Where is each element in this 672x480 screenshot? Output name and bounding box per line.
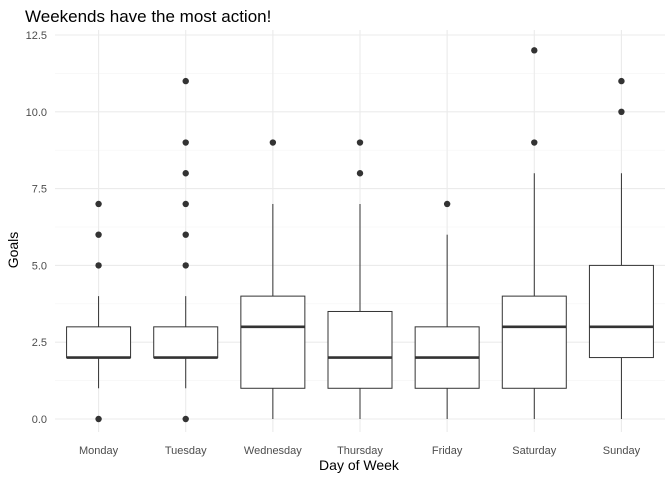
outlier-point <box>443 200 451 208</box>
y-tick-label: 7.5 <box>32 184 47 196</box>
x-tick-label: Thursday <box>337 445 383 457</box>
box-tuesday <box>153 77 219 423</box>
box-iqr <box>327 310 393 389</box>
y-tick-label: 12.5 <box>26 30 47 42</box>
y-tick-label: 0.0 <box>32 414 47 426</box>
boxes <box>66 47 654 423</box>
y-tick-label: 2.5 <box>32 337 47 349</box>
box-sunday <box>588 77 654 419</box>
outlier-point <box>182 231 189 238</box>
box-thursday <box>327 139 393 419</box>
box-monday <box>66 200 132 423</box>
x-tick-label: Tuesday <box>165 445 207 457</box>
outlier-point <box>356 170 364 177</box>
box-friday <box>414 200 480 419</box>
box-iqr <box>240 295 306 389</box>
box-iqr <box>153 326 219 359</box>
outlier-point <box>618 77 625 85</box>
outlier-point <box>95 200 102 208</box>
box-wednesday <box>240 139 306 419</box>
outlier-point <box>356 139 364 146</box>
outlier-point <box>531 47 538 54</box>
outlier-point <box>95 231 102 238</box>
outlier-point <box>182 415 189 423</box>
outlier-point <box>182 262 189 269</box>
y-tick-labels: 0.0 2.5 5.0 7.5 10.0 12.5 <box>26 30 47 426</box>
outlier-point <box>531 139 538 146</box>
x-tick-label: Sunday <box>603 445 641 457</box>
outlier-point <box>618 108 625 116</box>
chart-title: Weekends have the most action! <box>25 7 271 26</box>
x-tick-label: Saturday <box>512 445 557 457</box>
box-saturday <box>501 47 567 419</box>
outlier-point <box>182 200 189 208</box>
outlier-point <box>95 262 102 269</box>
x-axis-title: Day of Week <box>319 457 400 473</box>
y-tick-label: 10.0 <box>26 107 47 119</box>
y-axis-title: Goals <box>5 232 21 269</box>
outlier-point <box>269 139 277 146</box>
y-tick-label: 5.0 <box>32 260 47 272</box>
box-iqr <box>588 264 654 359</box>
x-tick-label: Wednesday <box>244 445 302 457</box>
outlier-point <box>95 415 102 423</box>
box-iqr <box>501 295 567 389</box>
x-tick-label: Friday <box>432 445 463 457</box>
outlier-point <box>182 77 189 85</box>
outlier-point <box>182 139 189 146</box>
outlier-point <box>182 170 189 177</box>
x-tick-label: Monday <box>79 445 119 457</box>
box-iqr <box>66 326 132 359</box>
x-tick-labels: Monday Tuesday Wednesday Thursday Friday Satu… <box>79 445 641 457</box>
